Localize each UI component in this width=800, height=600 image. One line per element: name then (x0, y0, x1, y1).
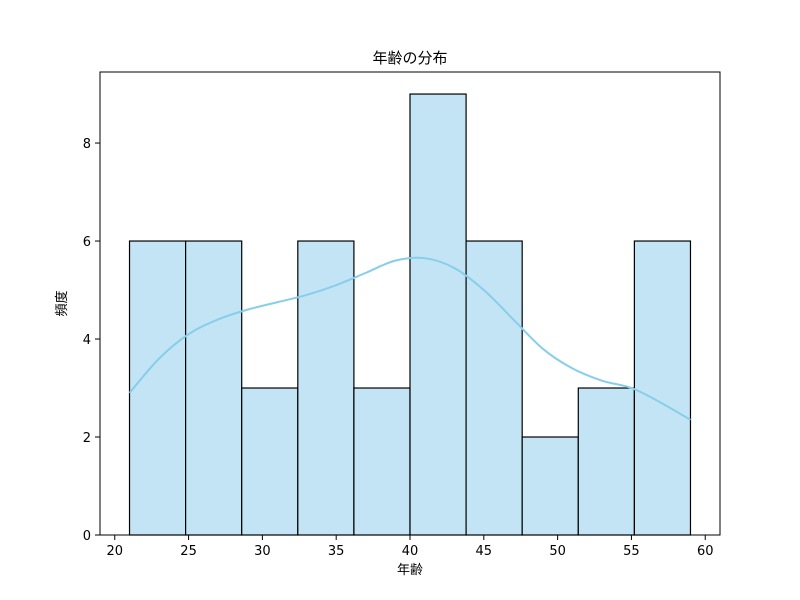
histogram-bar-9 (633, 240, 692, 536)
x-tick-label: 25 (180, 544, 197, 559)
y-tick-label: 2 (83, 431, 91, 446)
histogram-bar-4 (353, 387, 411, 536)
histogram-bar-3 (297, 240, 355, 536)
x-tick-label: 30 (254, 544, 271, 559)
histogram-bar-5 (409, 93, 467, 536)
chart-title: 年齢の分布 (372, 49, 447, 67)
histogram-bar-0 (128, 240, 187, 536)
y-tick-label: 4 (83, 333, 91, 348)
x-tick-label: 40 (402, 544, 419, 559)
y-tick-label: 8 (83, 137, 91, 152)
histogram-bar-6 (465, 240, 523, 536)
bars-group (128, 93, 692, 536)
x-tick-label: 20 (106, 544, 123, 559)
x-tick-label: 55 (623, 544, 640, 559)
x-tick-label: 45 (476, 544, 493, 559)
histogram-bar-1 (185, 240, 243, 536)
x-tick-label: 35 (328, 544, 345, 559)
x-tick-label: 50 (549, 544, 566, 559)
histogram-bar-8 (577, 387, 635, 536)
kde-line (128, 256, 691, 421)
y-axis-label: 頻度 (54, 290, 70, 316)
y-tick-label: 6 (83, 235, 91, 250)
histogram-bar-7 (521, 436, 579, 536)
y-tick-label: 0 (83, 529, 91, 544)
x-axis-ticks: 20 25 30 35 40 45 50 55 60 (106, 535, 714, 559)
x-axis-label: 年齢 (397, 563, 423, 578)
x-tick-label: 60 (697, 544, 714, 559)
y-axis-ticks: 0 2 4 6 8 (83, 137, 100, 544)
histogram-bar-2 (241, 387, 299, 536)
